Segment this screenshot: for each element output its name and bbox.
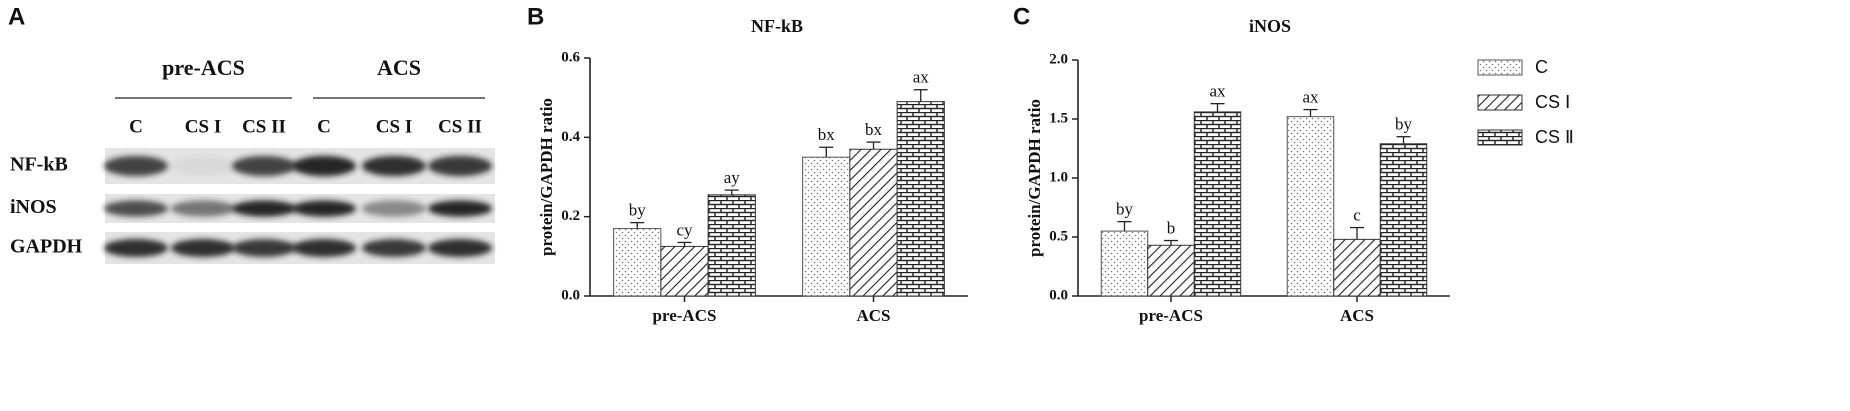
significance-label: by xyxy=(1395,115,1413,134)
lane-label: CS II xyxy=(242,116,286,137)
y-tick-label: 0.4 xyxy=(561,129,580,145)
blot-band xyxy=(362,155,426,177)
significance-label: bx xyxy=(865,120,883,139)
y-tick-label: 0.0 xyxy=(561,287,580,303)
group-label: pre-ACS xyxy=(162,55,245,80)
bar xyxy=(707,194,756,297)
group-label: ACS xyxy=(377,55,421,80)
legend-swatch xyxy=(1477,59,1523,76)
lane-label: CS II xyxy=(438,116,482,137)
bar xyxy=(802,156,851,297)
bar xyxy=(849,148,898,297)
legend-label: C xyxy=(1535,57,1548,77)
blot-band xyxy=(104,155,168,177)
bar xyxy=(660,245,709,297)
blot-band xyxy=(232,155,296,177)
lane-label: C xyxy=(317,116,331,137)
x-tick-label: pre-ACS xyxy=(1139,306,1203,325)
blot-band xyxy=(428,155,492,177)
blot-band xyxy=(292,155,356,177)
y-tick-label: 2.0 xyxy=(1049,51,1068,67)
y-axis-label: protein/GAPDH ratio xyxy=(1025,99,1044,257)
x-tick-label: ACS xyxy=(1340,306,1374,325)
lane-label: C xyxy=(129,116,143,137)
legend-swatch xyxy=(1477,94,1523,111)
blot-band xyxy=(232,200,296,217)
blot-band xyxy=(362,200,426,217)
row-label: iNOS xyxy=(10,196,57,218)
blot-band xyxy=(428,200,492,217)
y-tick-label: 1.0 xyxy=(1049,169,1068,185)
x-tick-label: pre-ACS xyxy=(653,306,717,325)
significance-label: by xyxy=(629,201,647,220)
blot-band xyxy=(428,239,492,257)
y-axis-label: protein/GAPDH ratio xyxy=(537,98,556,256)
significance-label: ax xyxy=(1209,82,1226,101)
y-tick-label: 0.0 xyxy=(1049,287,1068,303)
row-label: NF-kB xyxy=(10,154,68,176)
legend-label: CS Ⅱ xyxy=(1535,127,1574,147)
chart-title: iNOS xyxy=(1249,16,1291,36)
y-tick-label: 0.6 xyxy=(561,49,580,65)
lane-label: CS I xyxy=(185,116,221,137)
blot-band xyxy=(362,239,426,257)
lane-label: CS I xyxy=(376,116,412,137)
panel-label: C xyxy=(1013,3,1030,30)
panel-label: B xyxy=(527,3,544,30)
significance-label: c xyxy=(1353,205,1361,224)
y-tick-label: 1.5 xyxy=(1049,110,1068,126)
legend-label: CS Ⅰ xyxy=(1535,92,1570,112)
legend-swatch xyxy=(1477,129,1523,146)
blot-band xyxy=(104,239,168,257)
blot-band xyxy=(104,200,168,217)
blot-band xyxy=(292,239,356,257)
chart-title: NF-kB xyxy=(751,16,803,36)
row-label: GAPDH xyxy=(10,236,83,258)
blot-band xyxy=(232,239,296,257)
blot-band xyxy=(171,239,235,257)
significance-label: by xyxy=(1116,200,1134,219)
significance-label: ax xyxy=(913,68,930,87)
bar xyxy=(613,228,662,297)
x-tick-label: ACS xyxy=(856,306,890,325)
blot-band xyxy=(292,200,356,217)
significance-label: cy xyxy=(676,220,693,239)
blot-band xyxy=(171,155,235,177)
significance-label: b xyxy=(1167,218,1176,237)
panel-label: A xyxy=(8,3,25,30)
bar xyxy=(896,101,945,297)
blot-band xyxy=(171,200,235,217)
bar xyxy=(1147,244,1195,297)
bar xyxy=(1286,116,1335,297)
significance-label: bx xyxy=(818,125,836,144)
significance-label: ay xyxy=(724,168,741,187)
bar xyxy=(1379,143,1428,297)
bar xyxy=(1193,111,1242,297)
bar xyxy=(1100,230,1149,297)
y-tick-label: 0.2 xyxy=(561,208,580,224)
significance-label: ax xyxy=(1302,87,1319,106)
y-tick-label: 0.5 xyxy=(1049,228,1068,244)
bar xyxy=(1333,238,1381,297)
